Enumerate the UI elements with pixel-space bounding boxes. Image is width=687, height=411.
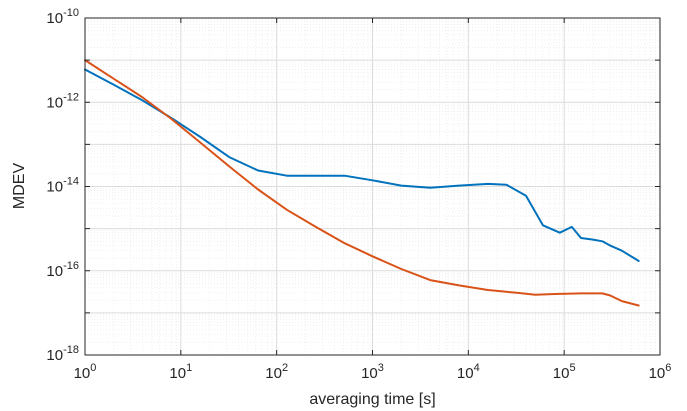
x-tick-label: 101	[169, 362, 192, 382]
x-axis-label: averaging time [s]	[309, 391, 435, 408]
y-tick-label: 10-12	[46, 91, 79, 111]
y-tick-label: 10-16	[46, 260, 79, 280]
y-tick-label: 10-18	[46, 344, 79, 364]
series-line-2	[84, 59, 640, 307]
y-tick-label: 10-10	[46, 7, 79, 27]
x-tick-label: 105	[553, 362, 576, 382]
x-tick-label: 102	[265, 362, 288, 382]
y-tick-label: 10-14	[46, 176, 79, 196]
ticks-layer	[84, 17, 661, 356]
series-line-1	[84, 68, 640, 262]
y-tick-labels: 10-18 10-16 10-14 10-12 10-10	[46, 7, 79, 364]
y-axis-label: MDEV	[11, 163, 28, 210]
x-tick-labels: 100 101 102 103 104 105 106	[74, 362, 672, 382]
x-tick-label: 103	[361, 362, 384, 382]
x-tick-label: 100	[74, 362, 97, 382]
x-tick-label: 104	[457, 362, 480, 382]
x-tick-label: 106	[649, 362, 672, 382]
series-layer	[84, 59, 640, 307]
